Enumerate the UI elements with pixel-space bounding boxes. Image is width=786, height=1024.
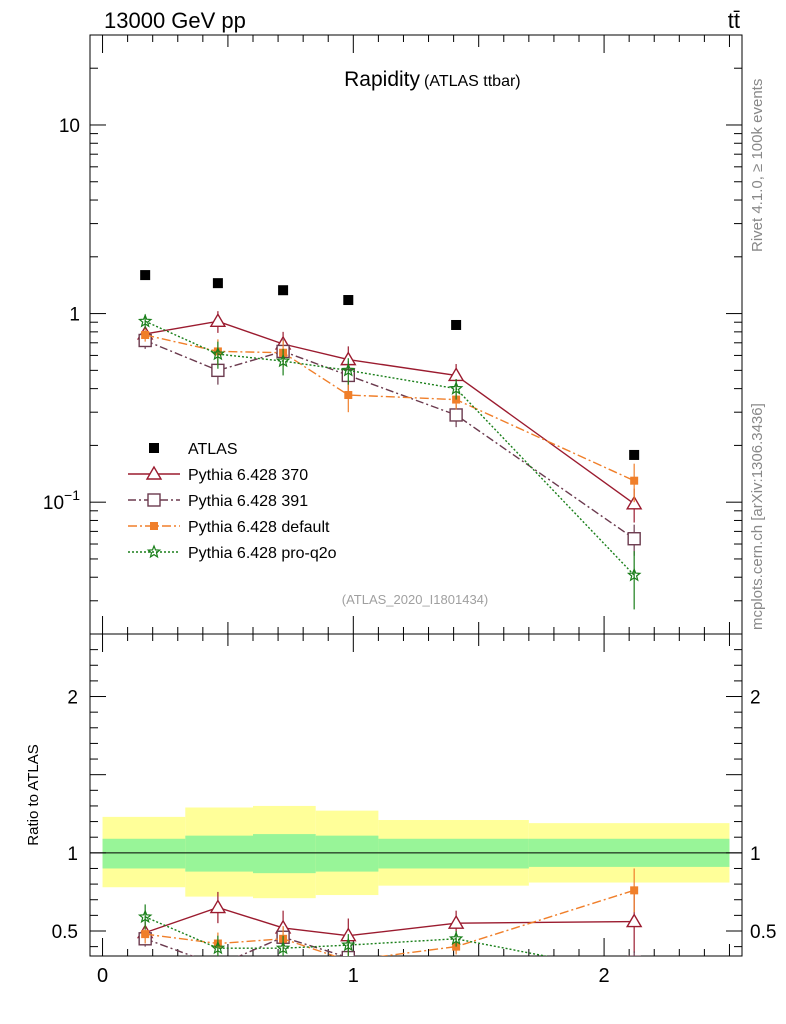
band-inner xyxy=(378,838,529,869)
series-atlas-point xyxy=(629,449,640,460)
ratio-axis-label: Ratio to ATLAS xyxy=(25,744,42,845)
legend-pythia-6-428-default-label: Pythia 6.428 default xyxy=(188,519,330,536)
ratio-y-tick-label: 2 xyxy=(750,688,761,709)
series-pythia-6-428-pro-q2o-point xyxy=(275,353,291,368)
series-pythia-6-428-default-ratio-point xyxy=(344,957,352,965)
series-pythia-6-428-pro-q2o-ratio-point xyxy=(210,940,226,955)
title-main: Rapidity xyxy=(344,68,420,91)
series-pythia-6-428-370-ratio-point xyxy=(447,914,465,929)
series-pythia-6-428-pro-q2o-ratio-line xyxy=(144,916,549,956)
y-tick-label: 10−1 xyxy=(43,487,80,514)
y-tick-label: 10 xyxy=(59,116,80,137)
series-pythia-6-428-default-ratio-point xyxy=(630,886,639,895)
ratio-y-tick-label: 2 xyxy=(67,688,78,709)
series-atlas-point xyxy=(278,285,289,296)
ratio-frame xyxy=(89,633,743,957)
series-pythia-6-428-391-line xyxy=(144,339,635,540)
legend-pythia-6-428-default: Pythia 6.428 default xyxy=(128,519,330,536)
series-pythia-6-428-pro-q2o-point xyxy=(626,567,642,582)
series-pythia-6-428-391-point xyxy=(449,408,463,422)
ratio-series-layer xyxy=(136,868,643,978)
series-pythia-6-428-391-ratio xyxy=(138,926,641,971)
series-atlas-point xyxy=(212,278,223,289)
x-tick-label: 1 xyxy=(348,965,359,987)
series-pythia-6-428-391-point xyxy=(627,532,641,546)
band-inner xyxy=(253,834,316,874)
legend-pythia-6-428-391-marker xyxy=(147,493,161,507)
series-pythia-6-428-pro-q2o-point xyxy=(137,313,153,328)
legend-pythia-6-428-pro-q2o: Pythia 6.428 pro-q2o xyxy=(128,544,337,562)
series-pythia-6-428-pro-q2o-ratio xyxy=(137,904,640,978)
series-atlas-point xyxy=(451,319,462,330)
band-inner xyxy=(315,835,379,872)
process-label: tt̄ xyxy=(728,8,740,33)
series-atlas-point xyxy=(140,270,151,281)
series-pythia-6-428-391-ratio-line xyxy=(144,936,346,956)
legend: ATLAS Pythia 6.428 370 Pythia 6.428 391 Pyt… xyxy=(128,441,337,562)
band-inner xyxy=(102,838,186,869)
y-tick-label: 1 xyxy=(69,305,80,326)
legend-pythia-6-428-pro-q2o-marker xyxy=(146,544,162,559)
band-inner xyxy=(185,835,253,872)
series-pythia-6-428-pro-q2o-main xyxy=(137,313,642,610)
series-pythia-6-428-default-ratio-point xyxy=(141,930,150,939)
legend-atlas-marker xyxy=(149,443,159,453)
series-pythia-6-428-370-ratio-line xyxy=(144,906,635,937)
series-pythia-6-428-370-ratio-point xyxy=(625,913,643,928)
series-pythia-6-428-370-ratio-point xyxy=(209,899,227,914)
legend-pythia-6-428-370-marker xyxy=(145,465,163,480)
series-pythia-6-428-pro-q2o-point xyxy=(341,362,356,377)
legend-pythia-6-428-default-marker xyxy=(150,522,158,530)
x-tick-label: 0 xyxy=(97,965,108,987)
ratio-y-tick-label: 1 xyxy=(750,844,761,865)
legend-pythia-6-428-370-label: Pythia 6.428 370 xyxy=(188,467,308,484)
series-pythia-6-428-pro-q2o-ratio-point xyxy=(137,909,153,924)
series-pythia-6-428-pro-q2o-ratio-point xyxy=(275,940,291,955)
main-series-layer xyxy=(136,270,643,610)
ratio-y-tick-label: 1 xyxy=(67,844,78,865)
series-pythia-6-428-default-point xyxy=(141,330,150,339)
uncertainty-band xyxy=(90,805,742,899)
series-pythia-6-428-391-ratio-point xyxy=(212,959,224,971)
axis-ticks: 10 1 10−1 0.5 0.5 1 1 2 2 0 1 2 xyxy=(43,34,776,987)
title-sub: (ATLAS ttbar) xyxy=(424,73,521,90)
x-tick-label: 2 xyxy=(599,965,610,987)
legend-pythia-6-428-370: Pythia 6.428 370 xyxy=(128,465,308,484)
series-pythia-6-428-pro-q2o-ratio-point xyxy=(448,931,464,946)
legend-atlas: ATLAS xyxy=(149,441,238,458)
series-pythia-6-428-391-ratio-point xyxy=(450,959,462,971)
legend-atlas-label: ATLAS xyxy=(188,441,238,458)
series-pythia-6-428-pro-q2o-ratio-point xyxy=(629,967,640,978)
energy-label: 13000 GeV pp xyxy=(104,8,246,33)
series-pythia-6-428-370-point xyxy=(209,312,227,328)
ratio-y-tick-label: 0.5 xyxy=(750,922,776,943)
legend-pythia-6-428-391: Pythia 6.428 391 xyxy=(128,493,308,510)
series-atlas-main xyxy=(140,270,640,460)
analysis-id: (ATLAS_2020_I1801434) xyxy=(342,592,488,607)
series-pythia-6-428-370-line xyxy=(145,320,635,505)
mcplots-label: mcplots.cern.ch [arXiv:1306.3436] xyxy=(749,403,766,630)
series-pythia-6-428-pro-q2o-ratio-point xyxy=(341,937,356,952)
series-pythia-6-428-370-point xyxy=(625,495,643,510)
legend-pythia-6-428-pro-q2o-label: Pythia 6.428 pro-q2o xyxy=(188,545,337,562)
series-pythia-6-428-391-ratio-point xyxy=(627,955,641,956)
rivet-label: Rivet 4.1.0, ≥ 100k events xyxy=(749,79,766,252)
series-pythia-6-428-pro-q2o-point xyxy=(448,380,464,395)
series-pythia-6-428-pro-q2o-point xyxy=(210,346,226,361)
series-atlas-point xyxy=(343,295,354,306)
legend-pythia-6-428-391-label: Pythia 6.428 391 xyxy=(188,493,308,510)
plot-title: Rapidity (ATLAS ttbar) xyxy=(344,68,521,91)
series-pythia-6-428-default-point xyxy=(344,391,353,400)
ratio-y-tick-label: 0.5 xyxy=(52,922,78,943)
series-pythia-6-428-default-line xyxy=(145,334,635,482)
series-pythia-6-428-default-ratio-line xyxy=(145,889,635,956)
series-pythia-6-428-default-point xyxy=(630,476,639,485)
